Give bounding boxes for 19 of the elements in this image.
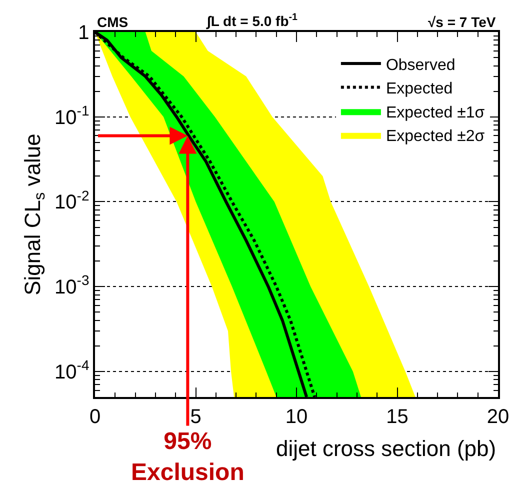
y-tick-label: 10$^{-3}$: [54, 272, 90, 299]
legend-label: Observed: [386, 56, 456, 74]
x-tick-label: 10: [285, 406, 308, 428]
legend-label: Expected ±2σ: [386, 128, 485, 146]
legend-label: Expected ±1σ: [386, 104, 485, 122]
legend-label: Expected: [386, 80, 453, 98]
y-tick-label: 1: [78, 22, 90, 44]
y-tick-label: 10$^{-1}$: [54, 102, 90, 129]
text: CMS: [97, 14, 128, 30]
x-tick-label: 15: [386, 406, 408, 428]
text: √s = 7 TeV: [428, 14, 496, 30]
x-tick-label: 0: [89, 406, 101, 428]
annotation: 95% Exclusion: [131, 428, 244, 483]
y-tick-label: 10$^{-2}$: [54, 187, 90, 214]
text: ∫L dt = 5.0 fb$^{-1}$: [206, 12, 298, 30]
x-tick-label: 20: [486, 406, 510, 428]
y-tick-label: 10$^{-4}$: [54, 357, 90, 384]
x-tick-label: 5: [190, 406, 202, 428]
x-axis-title: dijet cross section (pb): [276, 436, 496, 461]
